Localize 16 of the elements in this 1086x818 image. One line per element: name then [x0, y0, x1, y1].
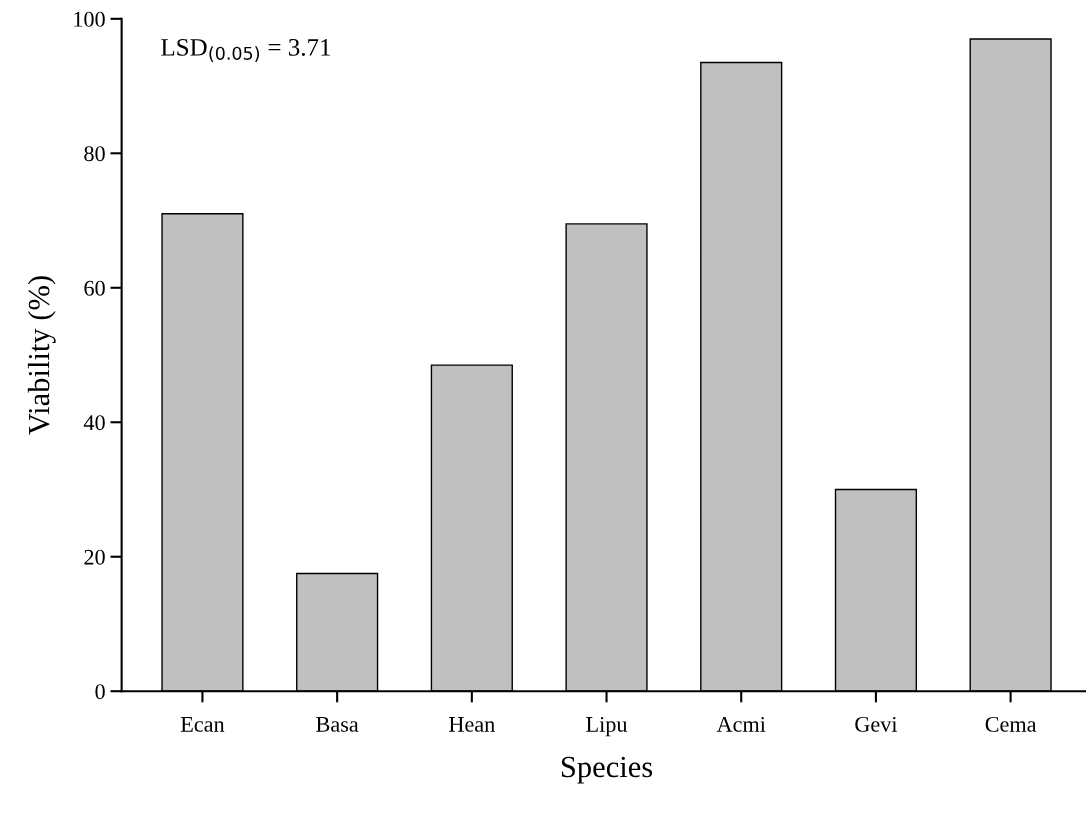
y-axis-title: Viability (%) — [27, 276, 56, 435]
x-tick-label: Acmi — [716, 716, 766, 732]
y-tick-label: 60 — [84, 280, 105, 296]
annotation: LSD$_{(0.05)}$ = 3.71 — [161, 38, 331, 62]
y-tick-label: 40 — [83, 415, 105, 431]
y-tick-label: 80 — [84, 146, 105, 162]
x-tick-label: Lipu — [586, 716, 628, 737]
x-axis-title: Species — [561, 756, 653, 784]
x-tick-label: Ecan — [180, 717, 225, 732]
y-tick-label: 0 — [95, 684, 105, 700]
x-tick-label: Gevi — [855, 716, 898, 732]
x-tick-label: Hean — [449, 717, 495, 732]
x-tick-label: Basa — [316, 717, 359, 732]
x-tick-label: Cema — [985, 716, 1037, 732]
y-tick-label: 20 — [84, 549, 105, 565]
y-tick-label: 100 — [74, 11, 105, 27]
